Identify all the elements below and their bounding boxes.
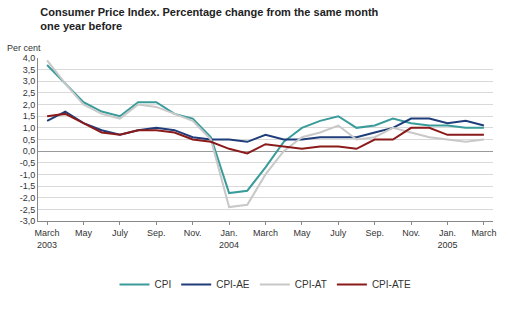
svg-text:July: July	[112, 228, 129, 238]
svg-text:-1,0: -1,0	[20, 170, 36, 180]
svg-text:4,0: 4,0	[23, 53, 36, 63]
svg-text:March: March	[253, 228, 278, 238]
svg-text:-3,0: -3,0	[20, 216, 36, 226]
svg-text:July: July	[330, 228, 347, 238]
svg-text:CPI-AE: CPI-AE	[216, 279, 250, 290]
svg-text:1,0: 1,0	[23, 123, 36, 133]
svg-text:1,5: 1,5	[23, 111, 36, 121]
svg-text:-0,5: -0,5	[20, 158, 36, 168]
svg-text:March: March	[471, 228, 496, 238]
svg-text:Jan.2005: Jan.2005	[437, 228, 457, 250]
svg-text:Jan.2004: Jan.2004	[219, 228, 239, 250]
svg-text:3,0: 3,0	[23, 76, 36, 86]
svg-text:CPI-ATE: CPI-ATE	[372, 279, 411, 290]
svg-text:March2003: March2003	[35, 228, 60, 250]
svg-text:CPI: CPI	[155, 279, 172, 290]
svg-text:May: May	[75, 228, 93, 238]
svg-text:May: May	[293, 228, 311, 238]
svg-text:-1,5: -1,5	[20, 181, 36, 191]
svg-text:0,0: 0,0	[23, 146, 36, 156]
svg-text:Nov.: Nov.	[402, 228, 420, 238]
svg-text:-2,5: -2,5	[20, 205, 36, 215]
svg-text:Sep.: Sep.	[365, 228, 384, 238]
svg-text:CPI-AT: CPI-AT	[295, 279, 327, 290]
svg-text:-2,0: -2,0	[20, 193, 36, 203]
svg-text:2,5: 2,5	[23, 88, 36, 98]
svg-text:2,0: 2,0	[23, 100, 36, 110]
svg-text:3,5: 3,5	[23, 65, 36, 75]
svg-text:0,5: 0,5	[23, 135, 36, 145]
svg-text:Per cent: Per cent	[7, 43, 41, 53]
svg-text:Consumer Price Index. Percenta: Consumer Price Index. Percentage change …	[40, 6, 378, 32]
svg-text:Nov.: Nov.	[184, 228, 202, 238]
svg-text:Sep.: Sep.	[147, 228, 166, 238]
